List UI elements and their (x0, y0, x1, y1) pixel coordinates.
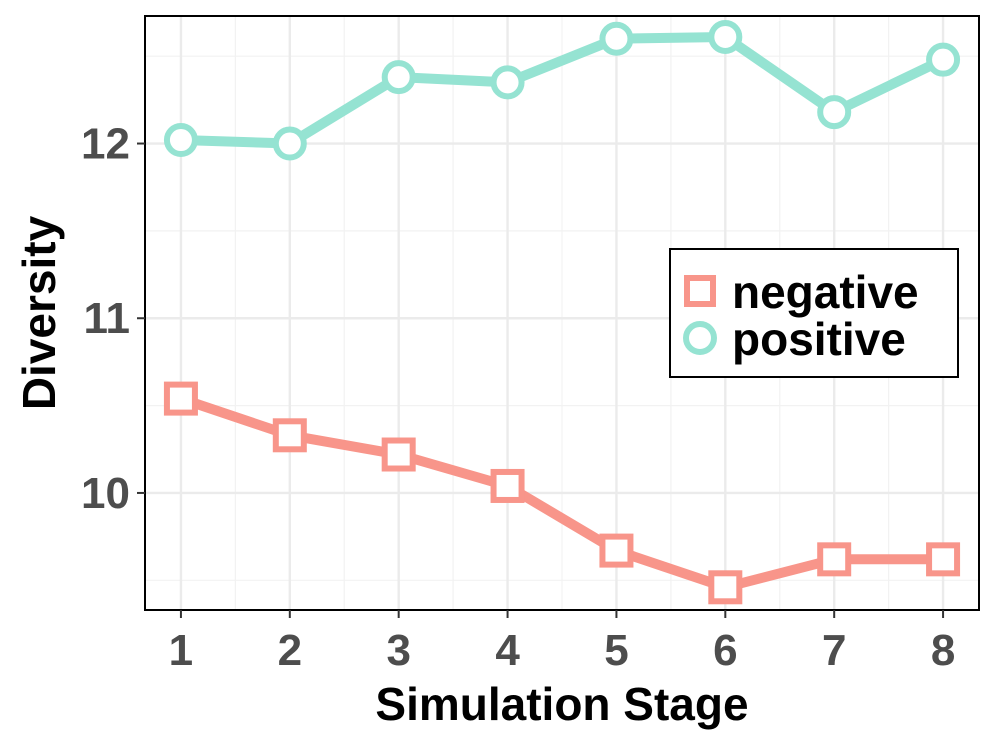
data-point-negative (817, 542, 852, 577)
data-point-positive (381, 60, 416, 95)
data-point-positive (708, 19, 743, 54)
series-line-negative (175, 393, 949, 593)
data-point-positive (490, 65, 525, 100)
data-point-negative (490, 468, 525, 503)
y-tick-label: 12 (81, 120, 130, 169)
x-tick-label: 3 (386, 626, 410, 675)
data-point-positive (817, 95, 852, 130)
data-point-negative (381, 437, 416, 472)
data-point-positive (926, 42, 961, 77)
y-tick-label: 11 (83, 294, 130, 343)
data-point-negative (163, 381, 198, 416)
x-tick-label: 1 (169, 626, 193, 675)
y-axis-title: Diversity (13, 215, 65, 410)
x-tick-label: 6 (713, 626, 737, 675)
legend-negative-marker (684, 275, 716, 307)
data-point-negative (599, 533, 634, 568)
data-point-positive (163, 123, 198, 158)
x-tick-label: 4 (495, 626, 520, 675)
plot-panel-border (144, 15, 980, 611)
legend-negative-label: negative (732, 266, 919, 318)
data-point-negative (272, 418, 307, 453)
series-positive (163, 19, 961, 161)
legend: negative positive (669, 248, 959, 378)
legend-positive-label: positive (732, 313, 906, 365)
y-tick-label: 10 (81, 469, 130, 518)
legend-box (669, 248, 959, 378)
x-tick-label: 7 (822, 626, 846, 675)
legend-positive-marker (683, 321, 717, 355)
data-point-positive (272, 126, 307, 161)
data-point-positive (599, 21, 634, 56)
data-point-negative (926, 542, 961, 577)
series-line-positive (175, 32, 949, 149)
x-axis-title: Simulation Stage (375, 678, 748, 730)
series-negative (163, 381, 961, 605)
data-point-negative (708, 570, 743, 605)
series-layer (163, 19, 961, 605)
x-tick-label: 5 (604, 626, 628, 675)
x-tick-label: 8 (931, 626, 955, 675)
x-tick-label: 2 (278, 626, 302, 675)
